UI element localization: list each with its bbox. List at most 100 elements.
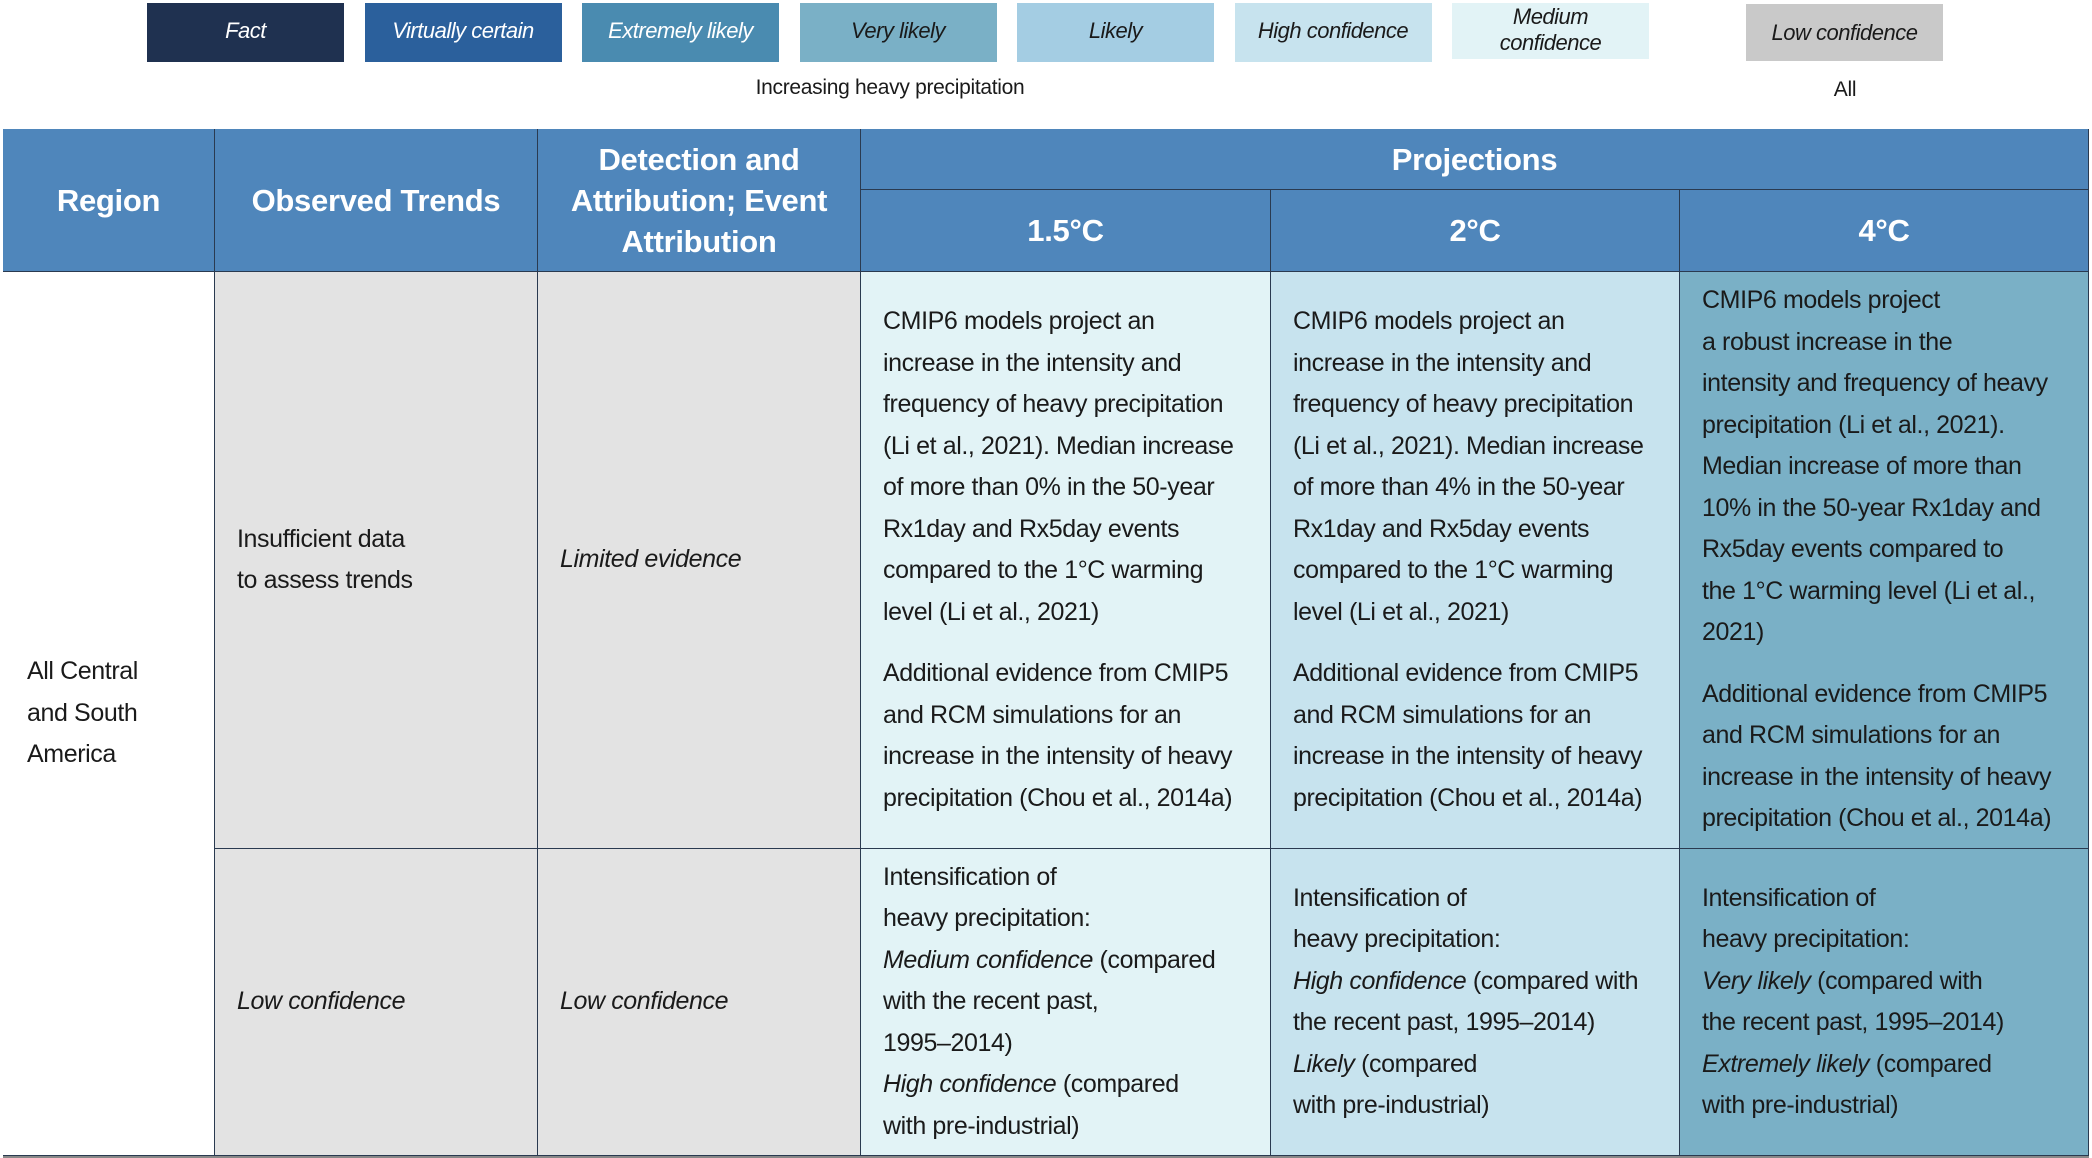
- text-line: precipitation (Li et al., 2021).: [1702, 405, 2066, 447]
- cell-paragraph: Intensification of heavy precipitation: Hi…: [1293, 878, 1657, 1127]
- cell-paragraph: Low confidence: [560, 981, 838, 1023]
- text-segment: 2021): [1702, 618, 1764, 647]
- text-segment: CMIP6 models project: [1702, 286, 1940, 315]
- text-segment: CMIP6 models project an: [1293, 307, 1565, 335]
- text-line: with the recent past,: [883, 981, 1248, 1023]
- text-line: (Li et al., 2021). Median increase: [883, 426, 1248, 468]
- likelihood-term: Low confidence: [560, 987, 729, 1016]
- text-segment: Additional evidence from CMIP5: [1702, 679, 2048, 708]
- text-segment: Rx1day and Rx5day events: [1293, 514, 1590, 543]
- header-projections: Projections: [861, 129, 2089, 190]
- text-segment: the 1°C warming level (Li et al.,: [1702, 576, 2036, 605]
- cell-paragraph: Intensification of heavy precipitation: Me…: [883, 857, 1248, 1148]
- text-segment: with pre-industrial): [1702, 1091, 1899, 1119]
- text-line: CMIP6 models project: [1702, 280, 2066, 322]
- text-segment: (compared with: [1810, 966, 1983, 995]
- text-segment: increase in the intensity of heavy: [883, 742, 1233, 770]
- text-segment: precipitation (Chou et al., 2014a): [1293, 783, 1643, 812]
- text-segment: increase in the intensity and: [883, 348, 1182, 377]
- text-segment: (compared with: [1466, 966, 1639, 995]
- text-segment: Intensification of: [883, 862, 1057, 891]
- legend-item-fact: Fact: [147, 3, 344, 62]
- text-line: precipitation (Chou et al., 2014a): [883, 778, 1248, 820]
- text-line: with pre-industrial): [1702, 1085, 2066, 1127]
- text-segment: precipitation (Chou et al., 2014a): [883, 783, 1233, 812]
- text-segment: level (Li et al., 2021): [883, 597, 1099, 626]
- legend-item-low-confidence: Low confidence: [1746, 4, 1943, 61]
- text-line: and RCM simulations for an: [1293, 695, 1657, 737]
- text-segment: (compared: [1354, 1049, 1477, 1078]
- text-segment: and RCM simulations for an: [1293, 700, 1592, 729]
- text-segment: increase in the intensity of heavy: [1702, 762, 2052, 791]
- likelihood-term: Limited evidence: [560, 545, 742, 574]
- text-line: level (Li et al., 2021): [1293, 592, 1657, 634]
- text-segment: of more than 0% in the 50-year: [883, 473, 1215, 501]
- likelihood-term: Extremely likely: [1702, 1049, 1870, 1078]
- text-segment: with pre-industrial): [1293, 1091, 1490, 1119]
- text-line: Intensification of: [883, 857, 1248, 899]
- text-segment: with the recent past,: [883, 987, 1099, 1016]
- text-line: heavy precipitation:: [883, 898, 1248, 940]
- region-name: All Central and South America: [27, 657, 138, 769]
- text-segment: to assess trends: [237, 566, 413, 594]
- text-segment: compared to the 1°C warming: [883, 556, 1204, 584]
- text-line: increase in the intensity and: [1293, 343, 1657, 385]
- region-cell: All Central and South America: [3, 272, 215, 1156]
- text-line: and RCM simulations for an: [883, 695, 1248, 737]
- text-segment: Additional evidence from CMIP5: [1293, 659, 1639, 687]
- legend-item-extremely-likely: Extremely likely: [582, 3, 779, 62]
- text-segment: the recent past, 1995–2014): [1702, 1008, 2004, 1036]
- text-line: Additional evidence from CMIP5: [1702, 674, 2066, 716]
- text-segment: Median increase of more than: [1702, 452, 2022, 481]
- text-line: Intensification of: [1702, 878, 2066, 920]
- text-line: heavy precipitation:: [1293, 919, 1657, 961]
- text-segment: heavy precipitation:: [1702, 925, 1910, 953]
- text-segment: increase in the intensity and: [1293, 348, 1592, 377]
- text-line: Rx5day events compared to: [1702, 529, 2066, 571]
- text-line: 2021): [1702, 612, 2066, 654]
- text-segment: compared to the 1°C warming: [1293, 556, 1614, 584]
- assessment-table: Region Observed Trends Detection and Att…: [3, 129, 2089, 1158]
- legend-item-medium-confidence: Medium confidence: [1452, 3, 1649, 59]
- likelihood-term: High confidence: [883, 1070, 1057, 1099]
- text-line: frequency of heavy precipitation: [1293, 384, 1657, 426]
- text-segment: (Li et al., 2021). Median increase: [1293, 431, 1644, 460]
- text-line: compared to the 1°C warming: [883, 550, 1248, 592]
- text-line: compared to the 1°C warming: [1293, 550, 1657, 592]
- cell-paragraph: Insufficient data to assess trends: [237, 519, 515, 602]
- legend-item-virtually-certain: Virtually certain: [364, 3, 562, 62]
- text-line: Low confidence: [560, 981, 838, 1023]
- text-segment: and RCM simulations for an: [1702, 721, 2001, 750]
- text-line: 1995–2014): [883, 1023, 1248, 1065]
- text-line: frequency of heavy precipitation: [883, 384, 1248, 426]
- text-segment: (Li et al., 2021). Median increase: [883, 431, 1234, 460]
- text-segment: 1995–2014): [883, 1028, 1013, 1057]
- text-line: of more than 4% in the 50-year: [1293, 467, 1657, 509]
- text-segment: Intensification of: [1293, 883, 1467, 912]
- text-segment: Rx5day events compared to: [1702, 535, 2004, 564]
- header-1-5c: 1.5°C: [861, 190, 1271, 272]
- cell-paragraph: CMIP6 models project an increase in the i…: [1293, 301, 1657, 633]
- text-segment: heavy precipitation:: [1293, 925, 1501, 953]
- text-line: with pre-industrial): [1293, 1085, 1657, 1127]
- text-line: precipitation (Chou et al., 2014a): [1293, 778, 1657, 820]
- text-segment: (compared: [1056, 1070, 1179, 1099]
- legend-item-likely: Likely: [1017, 3, 1214, 62]
- text-line: Very likely (compared with: [1702, 961, 2066, 1003]
- text-line: Median increase of more than: [1702, 446, 2066, 488]
- text-segment: level (Li et al., 2021): [1293, 597, 1509, 626]
- text-line: of more than 0% in the 50-year: [883, 467, 1248, 509]
- text-line: with pre-industrial): [883, 1106, 1248, 1148]
- text-segment: Additional evidence from CMIP5: [883, 659, 1229, 687]
- text-line: Intensification of: [1293, 878, 1657, 920]
- text-line: to assess trends: [237, 560, 515, 602]
- text-line: precipitation (Chou et al., 2014a): [1702, 798, 2066, 840]
- text-segment: a robust increase in the: [1702, 327, 1953, 356]
- likelihood-term: Low confidence: [237, 987, 406, 1016]
- cell-p4-row-2: Intensification of heavy precipitation: Ve…: [1680, 849, 2089, 1156]
- text-segment: frequency of heavy precipitation: [1293, 390, 1634, 418]
- cell-paragraph: CMIP6 models project an increase in the i…: [883, 301, 1248, 633]
- text-segment: of more than 4% in the 50-year: [1293, 473, 1625, 501]
- text-line: Insufficient data: [237, 519, 515, 561]
- cell-p15-row-1: CMIP6 models project an increase in the i…: [861, 272, 1271, 849]
